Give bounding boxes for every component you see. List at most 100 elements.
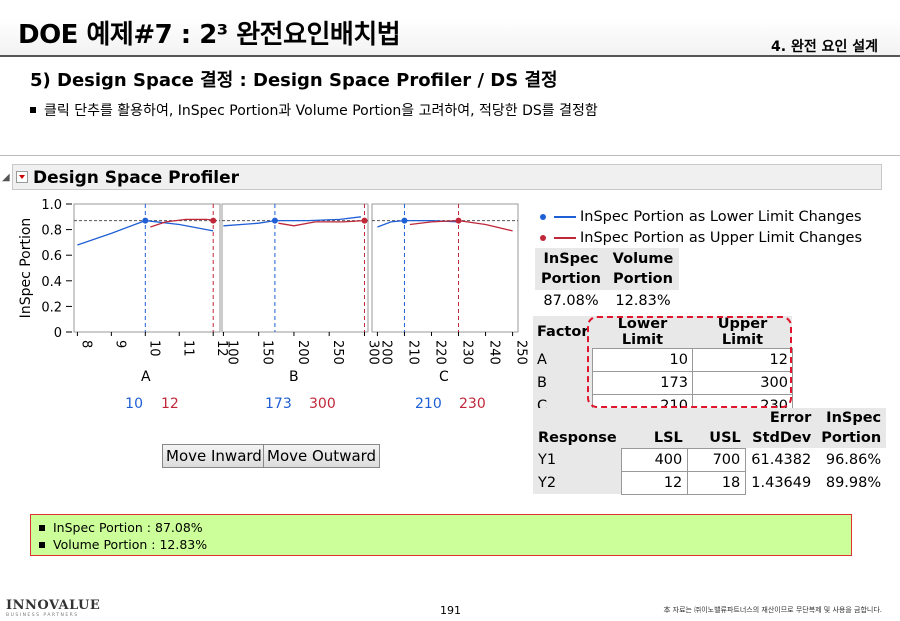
x-tick-label: 300 bbox=[365, 340, 380, 365]
legend-label: InSpec Portion as Lower Limit Changes bbox=[580, 208, 862, 225]
bullet-text: 클릭 단추를 활용하여, InSpec Portion과 Volume Port… bbox=[44, 103, 598, 119]
profiler-header-bar bbox=[12, 164, 882, 190]
upper-limit-value: 300 bbox=[309, 396, 336, 412]
chart-legend: InSpec Portion as Lower Limit Changes In… bbox=[540, 206, 862, 248]
slide-title: DOE 예제#7 : 2³ 완전요인배치법 bbox=[18, 20, 401, 50]
column-header: InSpec Portion bbox=[535, 248, 607, 290]
lower-limit-marker bbox=[271, 217, 278, 224]
column-header: InSpec Portion bbox=[816, 408, 887, 448]
red-triangle-menu-icon[interactable] bbox=[16, 171, 28, 183]
y-axis-label: InSpec Portion bbox=[18, 218, 34, 319]
profiler-panel-a: 8 9 10 11 12 bbox=[73, 203, 229, 357]
y-tick-label: 0.6 bbox=[41, 249, 62, 264]
upper-limit-marker bbox=[455, 217, 462, 224]
factor-name-label: A bbox=[141, 369, 151, 385]
panel-frame bbox=[73, 203, 221, 333]
column-header: Response bbox=[533, 408, 622, 448]
legend-label: InSpec Portion as Upper Limit Changes bbox=[580, 229, 863, 246]
subtitle: 5) Design Space 결정 : Design Space Profil… bbox=[30, 70, 558, 91]
usl-input[interactable]: 700 bbox=[687, 447, 747, 472]
column-header: LSL bbox=[621, 408, 688, 448]
lsl-input[interactable]: 12 bbox=[621, 470, 689, 495]
column-header: Error StdDev bbox=[745, 408, 817, 448]
series-line-upper bbox=[278, 219, 365, 227]
portion-table: InSpec Portion Volume Portion 87.08% 12.… bbox=[535, 248, 679, 312]
highlight-dashed-box bbox=[587, 316, 792, 408]
section-label: 4. 완전 요인 설계 bbox=[771, 39, 878, 55]
title-divider bbox=[0, 55, 900, 57]
legend-line-icon bbox=[554, 236, 576, 239]
copyright-notice: 本 자료는 ㈜이노밸류파트너스의 재산이므로 무단복제 및 사용을 금합니다. bbox=[663, 606, 882, 614]
x-tick-label: 8 bbox=[78, 340, 93, 348]
legend-item-lower: InSpec Portion as Lower Limit Changes bbox=[540, 206, 862, 227]
y-tick-label: 0.4 bbox=[41, 275, 62, 290]
upper-limit-marker bbox=[361, 217, 368, 224]
axis-layer: InSpec Portion 0 0.2 0.4 0.6 0.8 1.0 bbox=[18, 198, 72, 341]
bullet-icon bbox=[39, 541, 45, 548]
collapse-triangle-icon[interactable]: ◢ bbox=[2, 172, 10, 183]
x-tick-label: 240 bbox=[487, 340, 502, 365]
bullet-icon bbox=[30, 107, 36, 113]
bullet-icon bbox=[39, 524, 45, 531]
table-row: Y1 400 700 61.4382 96.86% bbox=[533, 447, 886, 472]
response-table: Response LSL USL Error StdDev InSpec Por… bbox=[533, 408, 887, 495]
legend-dot-icon bbox=[540, 213, 546, 220]
panel-frame bbox=[221, 203, 369, 333]
table-row: A 10 12 bbox=[533, 348, 793, 372]
x-tick-label: 150 bbox=[260, 340, 275, 365]
summary-box: InSpec Portion : 87.08% Volume Portion :… bbox=[30, 514, 852, 556]
error-stddev-value: 61.4382 bbox=[751, 451, 812, 468]
lower-limit-value: 10 bbox=[125, 396, 143, 412]
x-tick-label: 230 bbox=[460, 340, 475, 365]
factor-name-label: B bbox=[289, 369, 299, 385]
usl-input[interactable]: 18 bbox=[687, 470, 747, 495]
y-tick-label: 1.0 bbox=[41, 198, 62, 213]
page-number: 191 bbox=[440, 604, 461, 617]
volume-portion-value: 12.83% bbox=[615, 293, 671, 309]
lsl-input[interactable]: 400 bbox=[621, 447, 689, 472]
summary-item: Volume Portion : 12.83% bbox=[39, 536, 843, 553]
summary-text: Volume Portion : 12.83% bbox=[53, 537, 208, 552]
y-tick-label: 0.8 bbox=[41, 224, 62, 239]
table-row: Y2 12 18 1.43649 89.98% bbox=[533, 470, 886, 495]
response-name: Y2 bbox=[533, 471, 622, 494]
column-header: Upper Limit bbox=[692, 316, 793, 349]
column-header: Lower Limit bbox=[592, 316, 693, 349]
factor-name-label: C bbox=[439, 369, 449, 385]
upper-limit-value: 230 bbox=[459, 396, 486, 412]
x-tick-label: 200 bbox=[295, 340, 310, 365]
profiler-title: Design Space Profiler bbox=[33, 168, 240, 188]
legend-dot-icon bbox=[540, 234, 546, 241]
window-border bbox=[0, 155, 900, 156]
bullet-item: 클릭 단추를 활용하여, InSpec Portion과 Volume Port… bbox=[30, 100, 598, 120]
series-line-upper bbox=[150, 218, 217, 228]
x-tick-label: 12 bbox=[214, 340, 229, 357]
lower-limit-value: 173 bbox=[265, 396, 292, 412]
profiler-panel-c: 200 210 220 230 240 250 bbox=[371, 203, 529, 365]
legend-line-icon bbox=[554, 215, 576, 218]
error-stddev-value: 1.43649 bbox=[751, 474, 812, 491]
upper-limit-marker bbox=[210, 217, 217, 224]
lower-limit-input[interactable]: 10 bbox=[591, 348, 693, 372]
x-tick-label: 210 bbox=[405, 340, 420, 365]
x-tick-label: 10 bbox=[146, 340, 161, 357]
move-inward-button[interactable]: Move Inward bbox=[162, 444, 266, 468]
y-tick-label: 0.2 bbox=[41, 300, 62, 315]
x-tick-label: 250 bbox=[514, 340, 529, 365]
x-tick-label: 9 bbox=[112, 340, 127, 348]
company-logo: INNOVALUE bbox=[6, 598, 101, 613]
x-tick-label: 220 bbox=[432, 340, 447, 365]
header-text: Volume Portion bbox=[612, 251, 674, 287]
column-header: Volume Portion bbox=[607, 248, 679, 290]
lower-limit-input[interactable]: 173 bbox=[591, 371, 693, 395]
x-tick-label: 200 bbox=[378, 340, 393, 365]
summary-text: InSpec Portion : 87.08% bbox=[53, 520, 203, 535]
inspec-portion-value: 89.98% bbox=[825, 474, 882, 491]
upper-limit-input[interactable]: 12 bbox=[691, 348, 793, 372]
column-header: Factor bbox=[533, 316, 593, 349]
profiler-panel-b: 100 150 200 250 300 bbox=[221, 203, 380, 365]
move-outward-button[interactable]: Move Outward bbox=[263, 444, 381, 468]
panel-frame bbox=[371, 203, 519, 333]
